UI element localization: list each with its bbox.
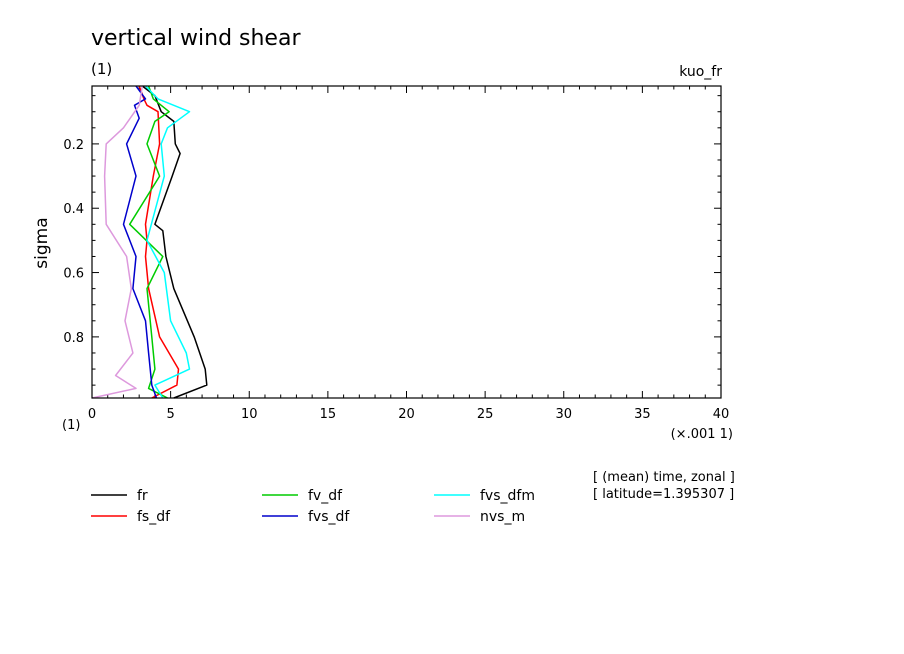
y-axis-unit: (1) [62,418,80,433]
y-tick-label: 0.4 [63,202,84,217]
axis-ticks [91,86,722,398]
series-line-fr [141,85,208,399]
chart-subtitle-left: (1) [91,60,112,78]
legend-label-nvs-m: nvs_m [480,509,525,525]
legend-label-fvs-df: fvs_df [308,509,350,525]
chart-title: vertical wind shear [91,26,301,51]
annotation-mean-time-zonal: [ (mean) time, zonal ] [593,470,735,485]
y-tick-label: 0.8 [63,331,84,346]
legend: fr fs_df fv_df fvs_df fvs_dfm nvs_m [91,488,535,525]
series-line-fvs-dfm [144,85,191,399]
y-tick-label: 0.6 [63,267,84,282]
series-line-nvs-m [91,85,144,399]
x-tick-label: 35 [634,407,651,422]
plot-frame [91,85,722,399]
series-line-fvs-df [122,85,158,399]
x-tick-label: 20 [398,407,415,422]
y-tick-label: 0.2 [63,138,84,153]
x-tick-label: 25 [477,407,494,422]
x-tick-label: 0 [88,407,96,422]
annotation-latitude: [ latitude=1.395307 ] [593,487,734,502]
plot-lines [91,85,208,399]
series-line-fs-df [138,85,180,399]
legend-label-fv-df: fv_df [308,488,343,504]
x-tick-label: 5 [166,407,174,422]
x-tick-label: 40 [713,407,730,422]
x-axis-unit: (×.001 1) [671,427,733,442]
x-tick-label: 15 [320,407,337,422]
legend-label-fs-df: fs_df [137,509,171,525]
x-tick-label: 10 [241,407,258,422]
tick-labels: 0 5 10 15 20 25 30 35 40 0.2 0.4 0.6 0.8 [63,138,729,422]
series-line-fv-df [128,85,170,399]
y-axis-label: sigma [32,217,52,268]
x-tick-label: 30 [555,407,572,422]
legend-label-fvs-dfm: fvs_dfm [480,488,535,504]
chart-subtitle-right: kuo_fr [679,64,722,80]
legend-label-fr: fr [137,488,148,504]
